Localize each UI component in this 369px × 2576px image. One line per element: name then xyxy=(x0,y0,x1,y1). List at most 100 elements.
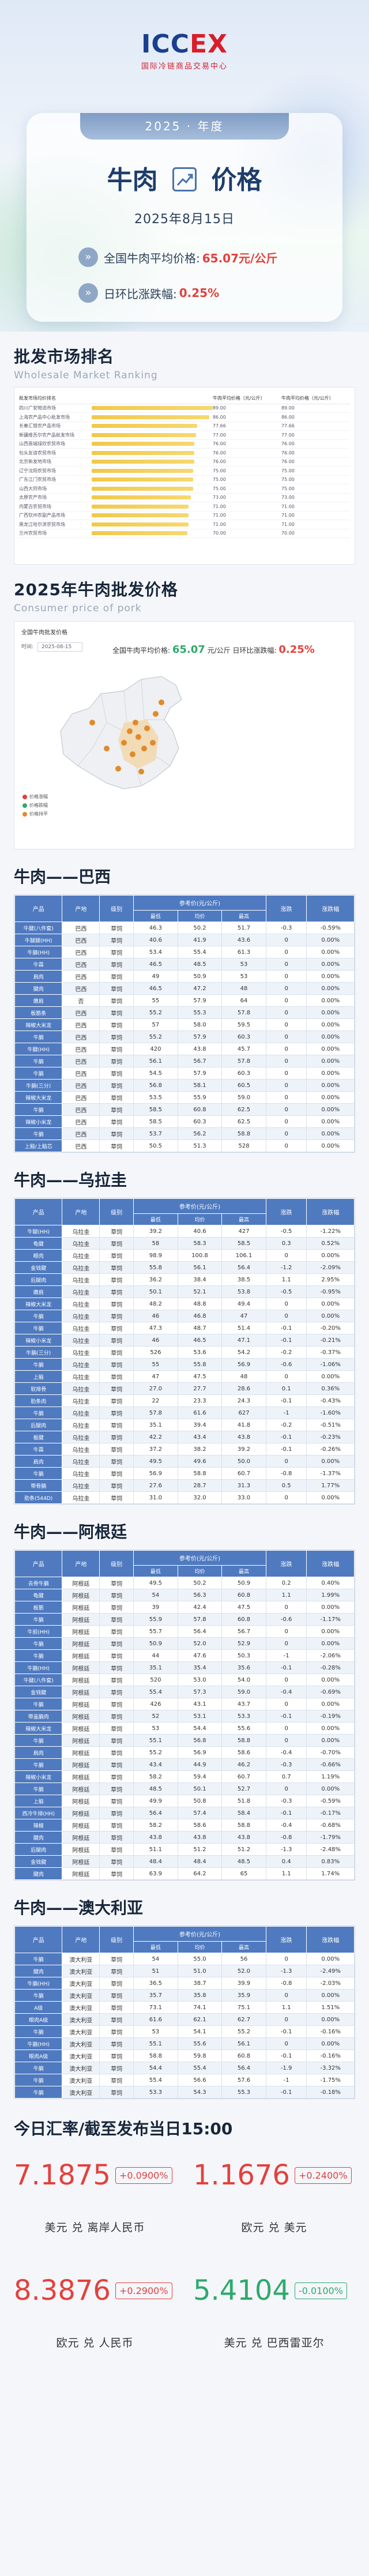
cell-pct: -0.95% xyxy=(306,1285,355,1298)
cell-pct: 0.00% xyxy=(306,2013,355,2026)
cell-product: 牛腩 xyxy=(14,1407,63,1419)
cell-product: 牛腩 xyxy=(14,1782,63,1795)
col-origin: 产地 xyxy=(62,1926,100,1953)
table-row: 牛腩 乌拉圭 草饲 55 55.8 56.9 -0.6 -1.06% xyxy=(14,1358,355,1371)
ranking-col-bar xyxy=(91,393,213,404)
ranking-row: 上海农产品中心批发市场 86.00 86.00 xyxy=(19,412,350,422)
ranking-bar xyxy=(91,450,195,455)
uruguay-price-table: 产品 产地 级别 参考价(元/公斤) 涨跌 涨跌幅 最低 均价 最高 牛腿(HH) 乌拉圭 草饲 39.… xyxy=(14,1198,355,1504)
cell-product: 腱肉 xyxy=(14,1831,63,1844)
cell-low: 53.4 xyxy=(133,946,178,958)
map-province-lines xyxy=(77,679,171,787)
ranking-bar-cell xyxy=(91,457,213,467)
logo-wordmark: ICCEX xyxy=(141,29,228,59)
cell-high: 58.5 xyxy=(221,1237,266,1250)
cell-origin: 澳大利亚 xyxy=(62,2049,100,2062)
cell-product: 牛腩 xyxy=(14,1103,63,1116)
cell-low: 35.1 xyxy=(133,1661,178,1674)
cell-change: 0 xyxy=(265,2037,307,2050)
ranking-price2: 76.00 xyxy=(281,439,350,449)
cell-high: 59.0 xyxy=(221,1091,266,1104)
cell-high: 60.8 xyxy=(221,1589,266,1601)
cell-origin: 阿根廷 xyxy=(62,1674,100,1686)
cell-pct: -0.16% xyxy=(306,2025,355,2038)
cell-origin: 阿根廷 xyxy=(62,1807,100,1819)
cell-product: 上脑 xyxy=(14,1795,63,1807)
cell-product: 牛腩 xyxy=(14,1989,63,2002)
cell-product: 牛腩 xyxy=(14,1758,63,1771)
fx-pair-label: 欧元 兑 人民币 xyxy=(56,2337,134,2349)
cell-pct: -0.68% xyxy=(306,1819,355,1832)
cell-product: 牛腿腿(HH) xyxy=(14,934,63,946)
table-row: 牛腿(HH) 乌拉圭 草饲 39.2 40.6 427 -0.5 -1.22% xyxy=(14,1225,355,1238)
cell-origin: 阿根廷 xyxy=(62,1843,100,1856)
cell-change: -0.3 xyxy=(265,1795,307,1807)
cell-origin: 澳大利亚 xyxy=(62,2025,100,2038)
cell-avg: 56.8 xyxy=(177,1734,223,1747)
cell-high: 35.9 xyxy=(221,1989,266,2002)
cell-product: 牛腩 xyxy=(14,2025,63,2038)
cell-change: 0 xyxy=(265,1115,307,1128)
cell-low: 526 xyxy=(133,1346,178,1359)
cell-change: 0 xyxy=(265,1674,307,1686)
cell-high: 43.6 xyxy=(221,934,266,946)
table-row: 牛腩(HH) 澳大利亚 草饲 55.1 55.6 56.1 0 0.00% xyxy=(14,2037,355,2050)
ranking-price2: 70.00 xyxy=(281,529,350,538)
col-grade: 级别 xyxy=(99,1198,134,1225)
cell-pct: 0.00% xyxy=(306,1140,355,1152)
cell-high: 62.5 xyxy=(221,1103,266,1116)
table-row: 后腿肉 乌拉圭 草饲 35.1 39.4 41.8 -0.2 -0.51% xyxy=(14,1419,355,1431)
cell-change: -0.5 xyxy=(265,1225,307,1238)
cell-grade: 草饲 xyxy=(99,1018,134,1031)
ranking-market-name: 广东江门农贸市场 xyxy=(19,475,92,484)
brazil-heading: 牛肉——巴西 xyxy=(14,867,111,886)
cell-grade: 草饲 xyxy=(99,1334,134,1347)
cell-product: 牛腿(HH) xyxy=(14,1225,63,1238)
table-row: 牛腩 巴西 草饲 53.7 56.2 58.8 0 0.00% xyxy=(14,1127,355,1140)
cell-grade: 草饲 xyxy=(99,1127,134,1140)
cell-high: 52.9 xyxy=(221,1637,266,1650)
table-row: 牛霖 乌拉圭 草饲 37.2 38.2 39.2 -0.1 -0.26% xyxy=(14,1443,355,1456)
cell-high: 528 xyxy=(221,1140,266,1152)
cell-high: 54.0 xyxy=(221,1674,266,1686)
daily-change-row: » 日环比涨跌幅: 0.25% xyxy=(78,281,219,304)
fx-rate-change: +0.0900% xyxy=(115,2167,172,2184)
cell-grade: 草饲 xyxy=(99,1067,134,1080)
map-date-input[interactable]: 2025-08-15 xyxy=(37,642,83,652)
cell-origin: 澳大利亚 xyxy=(62,1977,100,1990)
cell-high: 43.8 xyxy=(221,1831,266,1844)
cell-change: 0 xyxy=(265,1625,307,1638)
cell-avg: 32.0 xyxy=(177,1491,223,1504)
cell-pct: 0.00% xyxy=(306,1989,355,2002)
cell-change: 0 xyxy=(265,1601,307,1614)
table-row: 上脑 乌拉圭 草饲 47 47.5 48 0 0.00% xyxy=(14,1370,355,1383)
cell-high: 60.7 xyxy=(221,1467,266,1480)
cell-grade: 草饲 xyxy=(99,1758,134,1771)
ranking-row: 山西晋城绿欣农贸市场 76.00 76.00 xyxy=(19,439,350,449)
cell-grade: 草饲 xyxy=(99,2074,134,2086)
cell-grade: 草饲 xyxy=(99,934,134,946)
cell-avg: 55.8 xyxy=(177,1358,223,1371)
table-row: 辣椒大米龙 乌拉圭 草饲 48.2 48.8 49.4 0 0.00% xyxy=(14,1298,355,1310)
cell-low: 39.2 xyxy=(133,1225,178,1238)
cell-product: 牛腩 xyxy=(14,1467,63,1480)
cell-avg: 48.7 xyxy=(177,1322,223,1334)
cell-low: 35.7 xyxy=(133,1989,178,2002)
cell-avg: 38.2 xyxy=(177,1443,223,1456)
cell-origin: 阿根廷 xyxy=(62,1734,100,1747)
cell-pct: -0.16% xyxy=(306,2049,355,2062)
cell-avg: 56.2 xyxy=(177,1127,223,1140)
cell-pct: -0.66% xyxy=(306,1758,355,1771)
cell-grade: 草饲 xyxy=(99,2062,134,2074)
cell-low: 47.3 xyxy=(133,1322,178,1334)
cell-high: 24.3 xyxy=(221,1394,266,1407)
fx-rate-change: -0.0100% xyxy=(294,2282,347,2299)
cell-avg: 27.7 xyxy=(177,1382,223,1395)
ranking-market-name: 长春汇银农产品市场 xyxy=(19,422,92,431)
cell-low: 58.5 xyxy=(133,1115,178,1128)
ranking-bar-cell xyxy=(91,520,213,529)
table-row: 眼肉 乌拉圭 草饲 98.9 100.8 106.1 0 0.00% xyxy=(14,1249,355,1262)
table-row: 牛腩 阿根廷 草饲 48.5 50.1 52.7 0 0.00% xyxy=(14,1782,355,1795)
cell-change: 0 xyxy=(265,958,307,971)
cell-pct: 0.00% xyxy=(306,946,355,958)
